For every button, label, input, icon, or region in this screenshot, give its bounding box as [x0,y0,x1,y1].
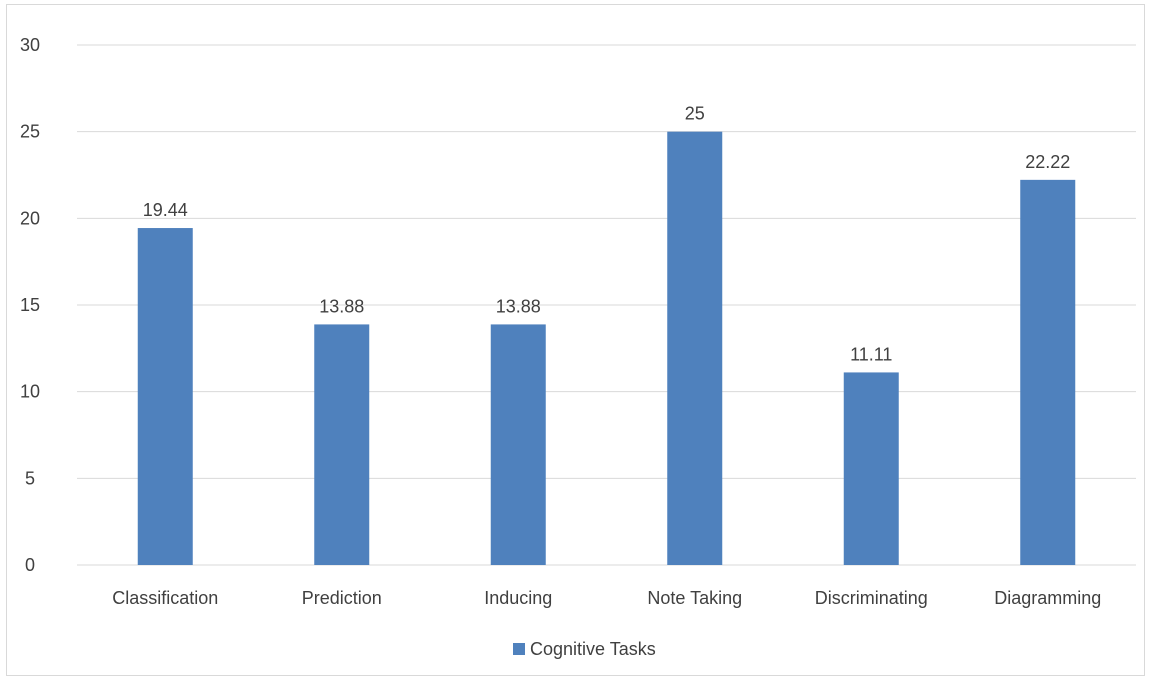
y-tick-label: 10 [20,382,40,402]
y-tick-label: 5 [25,468,35,488]
x-tick-label: Classification [112,588,218,608]
bars [137,131,1076,566]
data-label: 13.88 [496,296,541,316]
data-label: 11.11 [850,344,892,364]
data-label: 25 [685,104,705,124]
gridlines [77,44,1136,566]
data-label: 13.88 [319,296,364,316]
data-labels: 19.44 13.88 13.88 25 11.11 22.22 [143,104,1071,365]
data-label: 22.22 [1025,152,1070,172]
legend-swatch [513,643,525,655]
chart-area [6,4,1145,676]
y-tick-label: 0 [25,555,35,575]
y-tick-label: 15 [20,295,40,315]
bar[interactable] [490,324,546,565]
y-tick-label: 20 [20,208,40,228]
bar[interactable] [137,228,193,566]
legend[interactable]: Cognitive Tasks [513,639,656,659]
x-tick-label: Discriminating [815,588,928,608]
x-tick-label: Diagramming [994,588,1101,608]
x-tick-label: Prediction [302,588,382,608]
bar[interactable] [1020,179,1076,565]
x-axis-tick-labels: Classification Prediction Inducing Note Tak… [112,588,1101,608]
x-tick-label: Note Taking [647,588,742,608]
bar[interactable] [314,324,370,565]
y-tick-label: 30 [20,35,40,55]
legend-label: Cognitive Tasks [530,639,656,659]
bar[interactable] [843,372,899,565]
data-label: 19.44 [143,200,188,220]
y-tick-label: 25 [20,122,40,142]
bar[interactable] [667,131,723,565]
x-tick-label: Inducing [484,588,552,608]
y-axis-tick-labels: 0 5 10 15 20 25 30 [20,35,40,575]
